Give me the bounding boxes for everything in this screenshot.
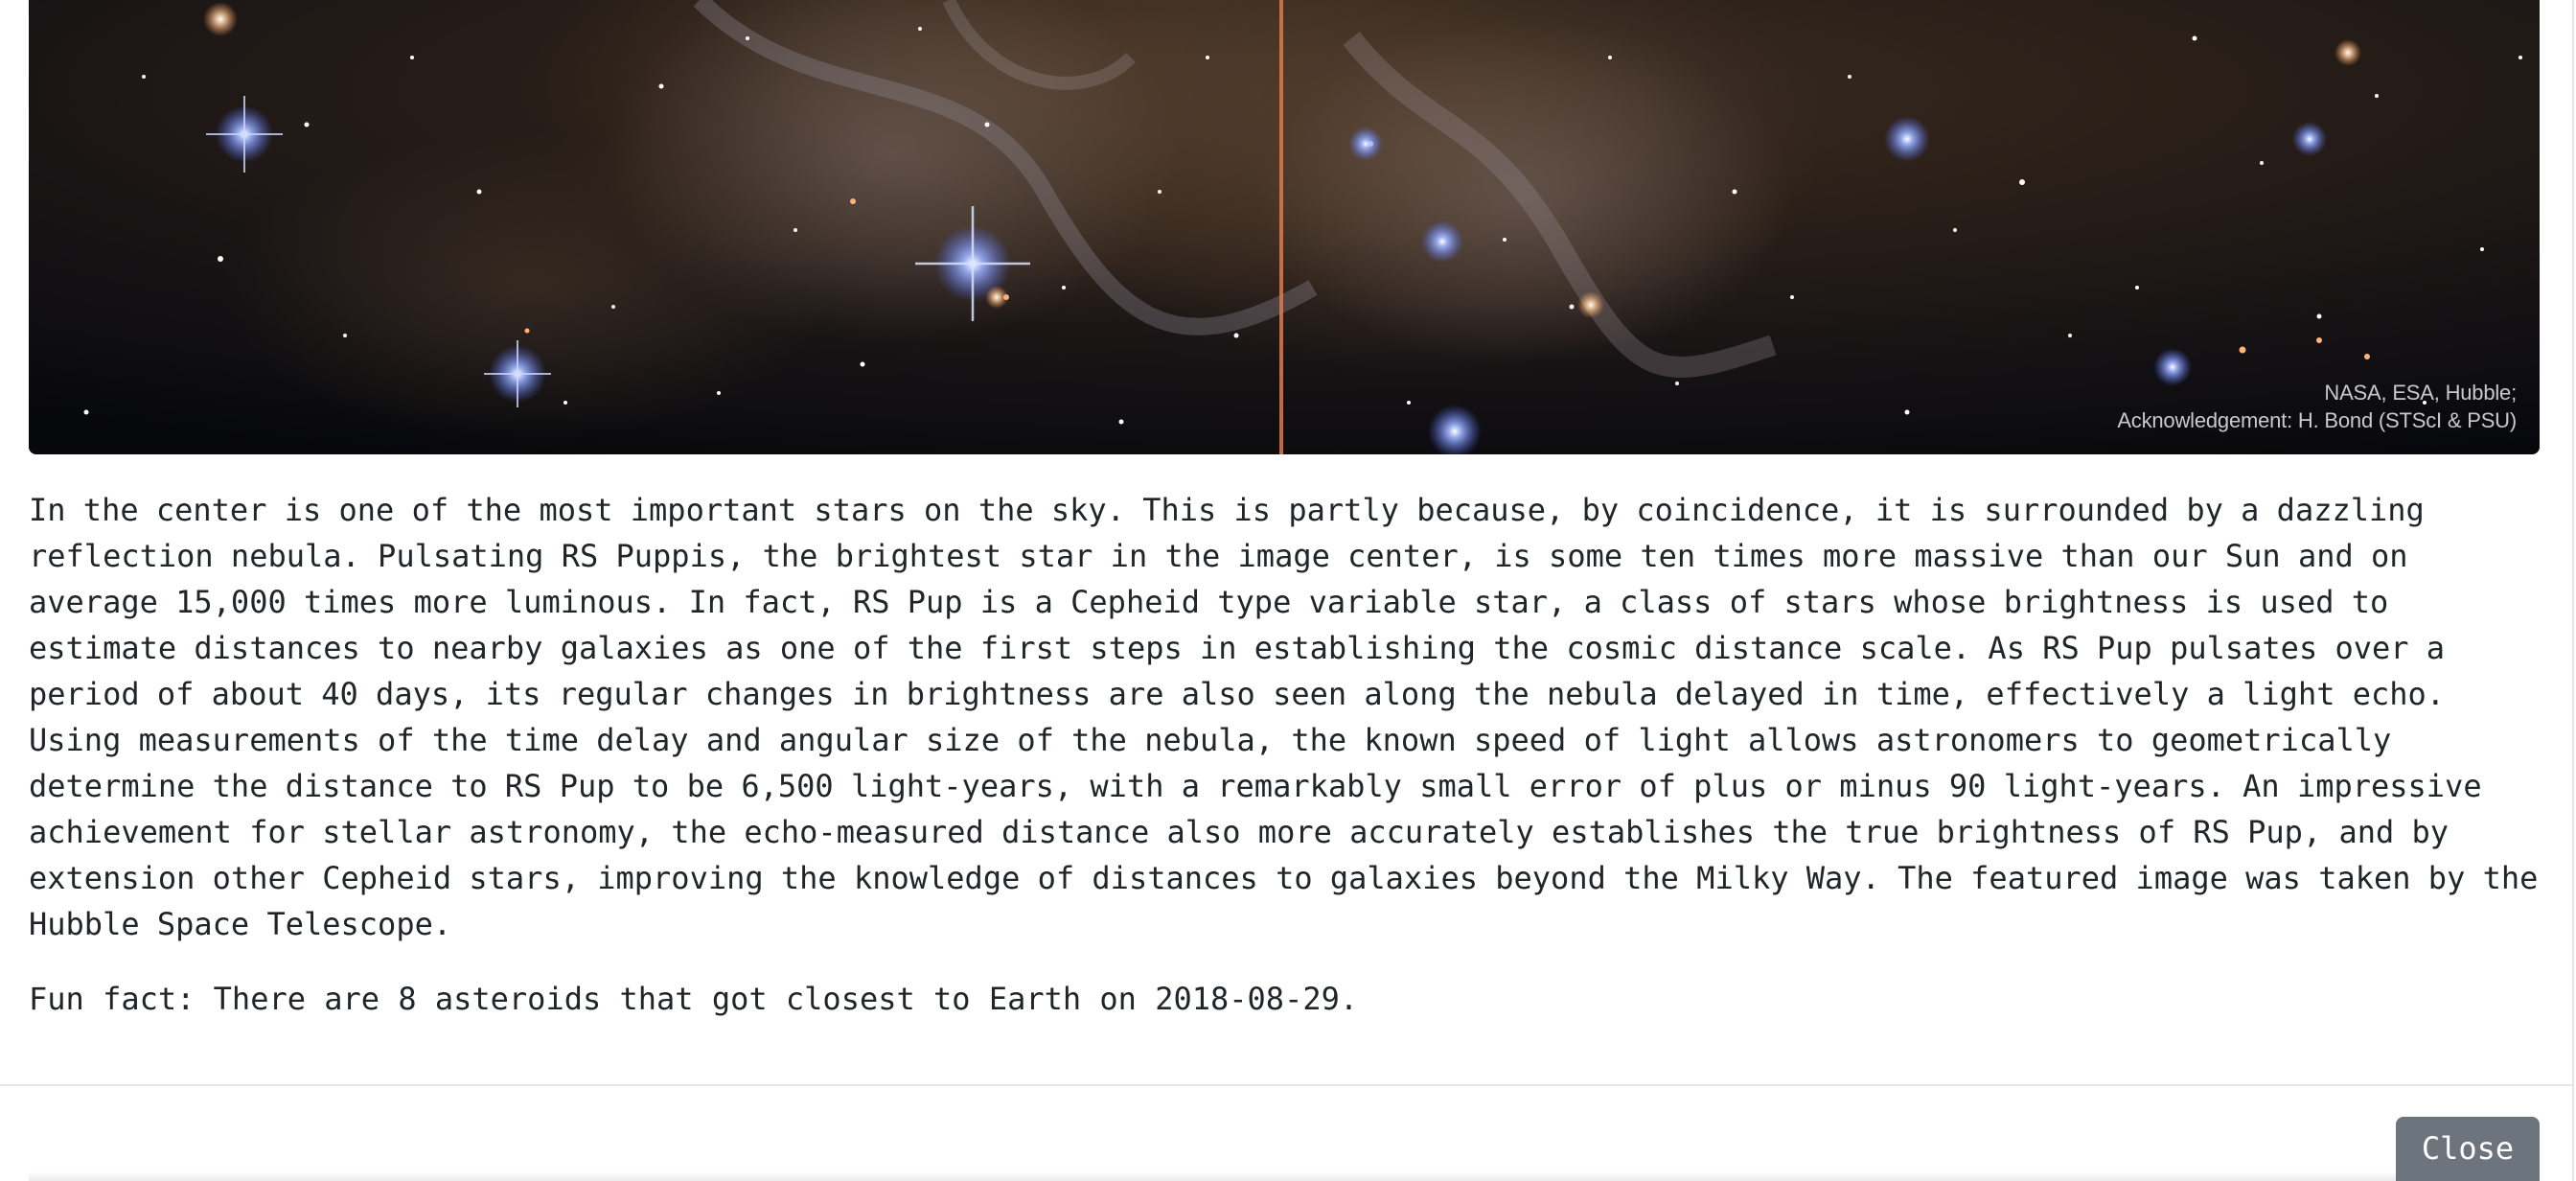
modal-body: NASA, ESA, Hubble; Acknowledgement: H. B… — [29, 0, 2540, 1017]
apod-description: In the center is one of the most importa… — [29, 492, 2539, 942]
modal-footer — [0, 1084, 2572, 1181]
footer-shadow — [29, 1171, 2540, 1181]
nebula-image: NASA, ESA, Hubble; Acknowledgement: H. B… — [29, 0, 2540, 454]
fun-fact: Fun fact: There are 8 asteroids that got… — [29, 981, 1359, 1017]
credit-line-2: Acknowledgement: H. Bond (STScI & PSU) — [2117, 408, 2517, 432]
image-credit: NASA, ESA, Hubble; Acknowledgement: H. B… — [2117, 379, 2517, 434]
close-button[interactable]: Close — [2396, 1117, 2540, 1181]
scrollbar-edge — [2572, 0, 2574, 1181]
credit-line-1: NASA, ESA, Hubble; — [2324, 381, 2517, 405]
